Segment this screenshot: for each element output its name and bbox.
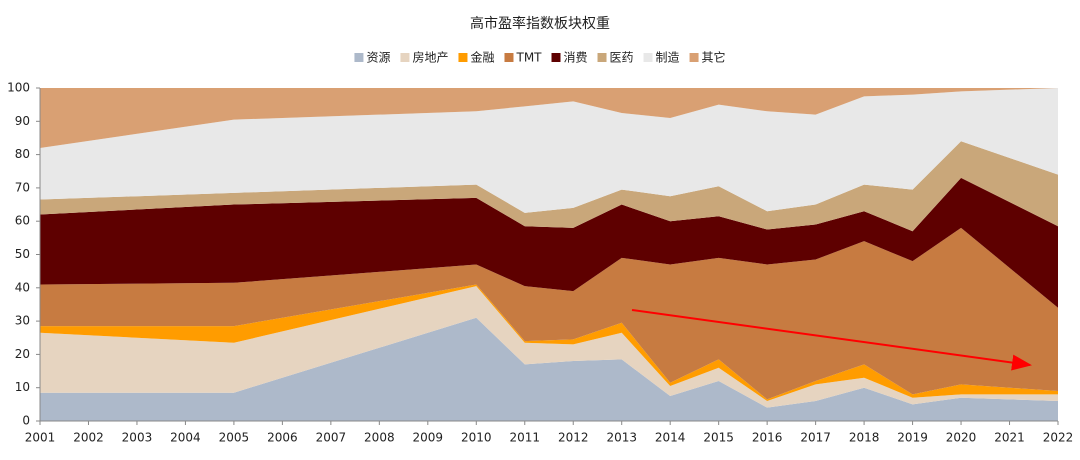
x-tick-label: 2002 (73, 431, 104, 445)
legend-label: 其它 (702, 50, 726, 65)
x-tick-label: 2006 (267, 431, 298, 445)
y-tick-label: 10 (15, 380, 30, 394)
y-tick-label: 90 (15, 114, 30, 128)
legend-swatch (458, 53, 468, 62)
x-tick-label: 2017 (800, 431, 831, 445)
x-tick-label: 2019 (897, 431, 928, 445)
legend-label: 医药 (610, 51, 634, 65)
y-tick-label: 20 (15, 347, 30, 361)
y-tick-label: 0 (22, 414, 30, 428)
x-tick-label: 2005 (219, 431, 250, 445)
legend-label: TMT (515, 51, 542, 65)
y-tick-label: 30 (15, 314, 30, 328)
legend-swatch (400, 53, 410, 62)
area (40, 284, 1058, 402)
area (40, 88, 1058, 213)
trend-arrow (631, 309, 1032, 371)
x-tick-label: 2008 (364, 431, 395, 445)
x-tick-label: 2021 (994, 431, 1025, 445)
x-tick-label: 2003 (122, 431, 153, 445)
legend-swatch (689, 53, 699, 62)
x-tick-label: 2001 (25, 431, 56, 445)
legend-label: 金融 (470, 50, 494, 65)
x-tick-label: 2015 (703, 431, 734, 445)
legend-label: 制造 (656, 51, 680, 65)
legend-swatch (354, 53, 364, 62)
legend-swatch (504, 53, 514, 62)
legend-label: 资源 (366, 51, 390, 65)
x-tick-label: 2012 (558, 431, 589, 445)
x-tick-label: 2011 (509, 431, 540, 445)
y-tick-label: 60 (15, 214, 30, 228)
area (40, 88, 1058, 148)
x-tick-label: 2009 (413, 431, 444, 445)
y-tick-label: 40 (15, 280, 30, 294)
legend-swatch (597, 53, 607, 62)
x-tick-label: 2013 (606, 431, 637, 445)
area (40, 141, 1058, 232)
area (40, 227, 1058, 400)
y-tick-label: 70 (15, 180, 30, 194)
area (40, 317, 1058, 421)
legend-label: 消费 (564, 51, 588, 65)
x-tick-label: 2022 (1043, 431, 1074, 445)
y-tick-label: 100 (7, 81, 30, 95)
legend-label: 房地产 (412, 50, 448, 65)
y-tick-label: 50 (15, 247, 30, 261)
x-tick-label: 2007 (316, 431, 347, 445)
x-tick-label: 2010 (461, 431, 492, 445)
y-tick-label: 80 (15, 147, 30, 161)
area (40, 177, 1058, 308)
legend-swatch (551, 53, 561, 62)
x-tick-label: 2014 (655, 431, 686, 445)
legend-swatch (643, 53, 653, 62)
x-tick-label: 2018 (849, 431, 880, 445)
x-tick-label: 2004 (170, 431, 201, 445)
chart-title: 高市盈率指数板块权重 (470, 15, 610, 32)
area (40, 286, 1058, 408)
x-tick-label: 2020 (946, 431, 977, 445)
x-tick-label: 2016 (752, 431, 783, 445)
